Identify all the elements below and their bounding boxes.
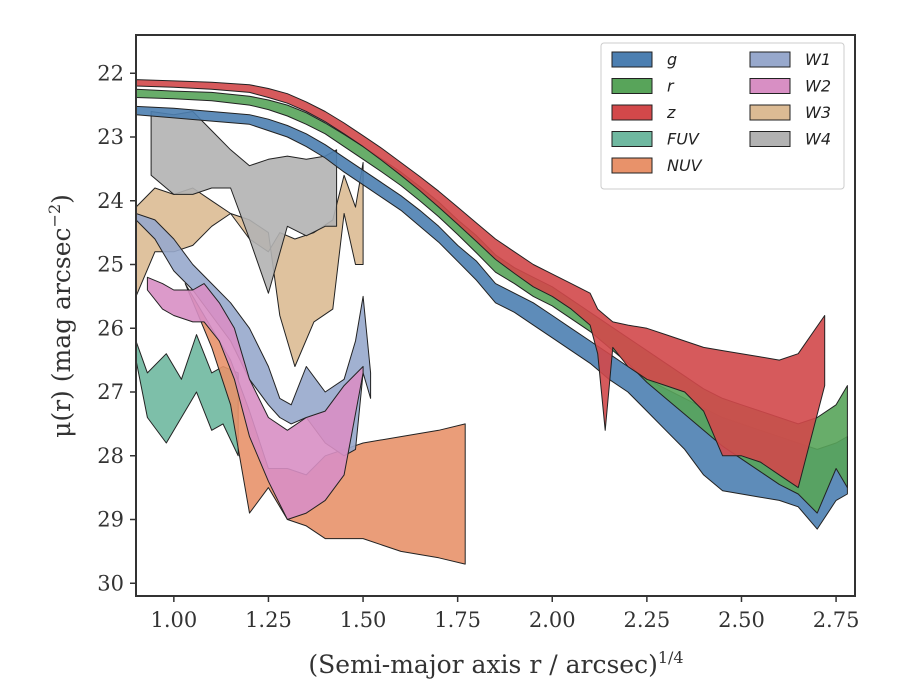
legend-swatch-w3 bbox=[749, 104, 791, 121]
x-tick-label: 1.00 bbox=[150, 608, 197, 632]
legend-label-w2: W2 bbox=[805, 77, 831, 96]
x-tick-label: 2.50 bbox=[718, 608, 765, 632]
legend-item-z: z bbox=[611, 103, 676, 122]
legend-swatch-z bbox=[611, 104, 653, 121]
x-tick-label: 1.75 bbox=[434, 608, 481, 632]
legend-swatch-w4 bbox=[749, 131, 791, 147]
legend-swatch-fuv bbox=[611, 131, 653, 147]
y-tick-label: 27 bbox=[97, 380, 124, 404]
y-tick-label: 29 bbox=[97, 508, 124, 532]
y-axis-title-exponent: −2 bbox=[45, 204, 64, 228]
legend-label-fuv: FUV bbox=[667, 130, 700, 149]
legend-swatch-r bbox=[611, 78, 653, 94]
legend-swatch-w1 bbox=[749, 51, 791, 68]
legend-item-w3: W3 bbox=[749, 103, 831, 122]
series-area-fuv bbox=[136, 334, 239, 457]
y-tick-label: 26 bbox=[97, 316, 124, 340]
legend-label-g: g bbox=[667, 50, 677, 69]
legend: grz FUV NUV W1 W2 W3 W4 bbox=[600, 42, 845, 190]
y-tick-label: 22 bbox=[97, 61, 124, 85]
legend-label-w3: W3 bbox=[805, 103, 831, 122]
plot-frame bbox=[135, 34, 856, 597]
legend-label-z: z bbox=[666, 103, 676, 122]
series-areas bbox=[136, 79, 848, 565]
legend-label-nuv: NUV bbox=[667, 156, 703, 175]
legend-swatch-nuv bbox=[611, 157, 653, 174]
legend-swatch-w2 bbox=[749, 78, 791, 94]
legend-item-g: g bbox=[611, 50, 677, 69]
x-tick-label: 2.75 bbox=[813, 608, 860, 632]
legend-item-r: r bbox=[611, 77, 675, 96]
axes: 1.00 1.25 1.50 1.75 2.00 2.25 2.50 2.75 22 23 24 25… bbox=[97, 61, 859, 632]
legend-item-w1: W1 bbox=[749, 50, 831, 69]
y-tick-label: 23 bbox=[97, 125, 124, 149]
y-tick-label: 28 bbox=[97, 444, 124, 468]
y-tick-label: 25 bbox=[97, 253, 124, 277]
series-area-w2 bbox=[146, 276, 364, 520]
y-axis-title: μ(r) (mag arcsec−2) bbox=[45, 194, 76, 438]
x-tick-label: 2.00 bbox=[529, 608, 576, 632]
legend-label-r: r bbox=[667, 77, 675, 96]
legend-label-w4: W4 bbox=[805, 130, 831, 149]
series-area-w4 bbox=[150, 111, 338, 294]
x-axis-title: (Semi-major axis r / arcsec)1/4 bbox=[308, 648, 683, 679]
y-axis-title-suffix: ) bbox=[47, 194, 76, 204]
legend-item-w4: W4 bbox=[749, 130, 831, 149]
x-tick-label: 1.50 bbox=[340, 608, 387, 632]
series-area-w3 bbox=[136, 162, 364, 367]
legend-label-w1: W1 bbox=[805, 50, 831, 69]
y-tick-label: 24 bbox=[97, 189, 124, 213]
y-axis-title-text: μ(r) (mag arcsec bbox=[47, 227, 76, 437]
legend-swatch-g bbox=[611, 51, 653, 68]
x-tick-label: 2.25 bbox=[623, 608, 670, 632]
legend-item-nuv: NUV bbox=[611, 156, 703, 175]
y-tick-label: 30 bbox=[97, 571, 124, 595]
series-area-g bbox=[136, 105, 848, 530]
x-tick-label: 1.25 bbox=[245, 608, 292, 632]
series-area-z bbox=[136, 79, 826, 489]
legend-item-w2: W2 bbox=[749, 77, 831, 96]
legend-item-fuv: FUV bbox=[611, 130, 700, 149]
x-axis-title-exponent: 1/4 bbox=[658, 648, 684, 667]
x-axis-title-text: (Semi-major axis r / arcsec) bbox=[308, 650, 657, 679]
